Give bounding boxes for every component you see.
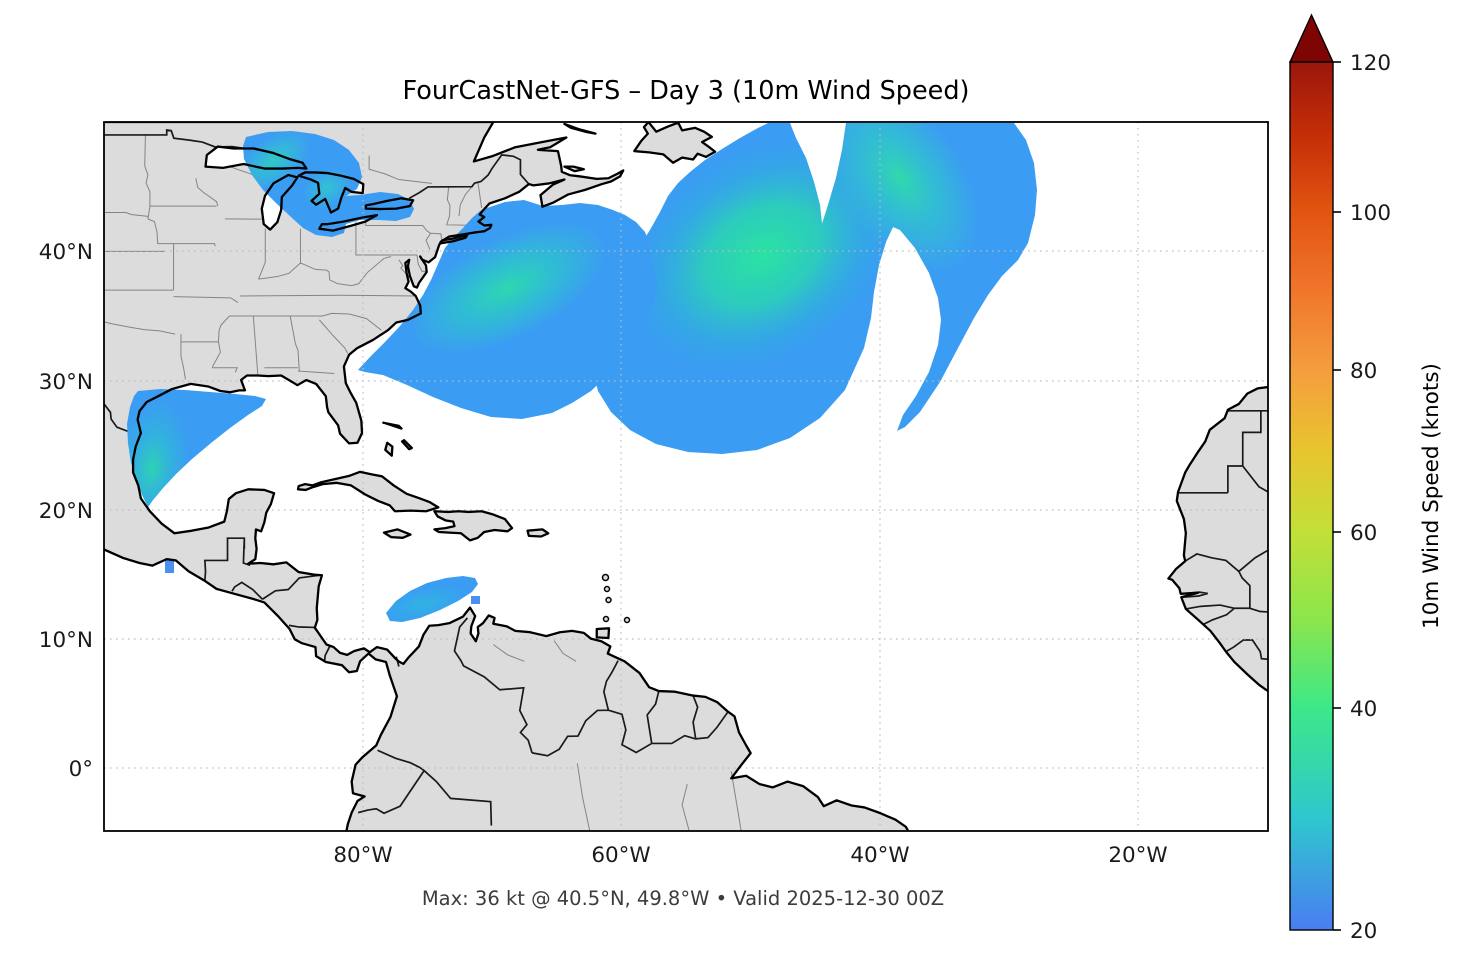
colorbar-tick-labels: 120 100 80 60 40 20 [1350,51,1391,944]
wind-speck-tehuantepec [165,559,174,573]
x-axis-labels: 80°W 60°W 40°W 20°W [333,843,1167,868]
lat-tick-30n: 30°N [39,370,93,395]
coastline-layer [104,122,1277,837]
cbar-tick-60: 60 [1350,521,1377,546]
cbar-tick-80: 80 [1350,359,1377,384]
wind-blob-caribbean [386,576,480,622]
colorbar-axis-label: 10m Wind Speed (knots) [1419,363,1444,629]
cbar-tick-20: 20 [1350,919,1377,944]
cbar-tick-40: 40 [1350,697,1377,722]
lon-tick-40w: 40°W [850,843,909,868]
wind-blob-gulf-of-mexico [127,389,266,507]
cbar-tick-100: 100 [1350,201,1391,226]
lon-tick-20w: 20°W [1108,843,1167,868]
colorbar-tick-marks [1333,61,1341,931]
lat-tick-10n: 10°N [39,628,93,653]
lon-tick-60w: 60°W [591,843,650,868]
land-trinidad [596,628,610,639]
land-cuba [297,471,439,512]
land-americas [104,122,909,831]
max-annotation-caption: Max: 36 kt @ 40.5°N, 49.8°W • Valid 2025… [422,887,944,910]
land-bahamas [383,422,412,456]
lat-tick-40n: 40°N [39,240,93,265]
country-borders [104,130,1277,826]
wind-speck-caribbean [471,596,480,604]
gridlines [104,122,1268,831]
lat-tick-20n: 20°N [39,499,93,524]
map-frame [103,121,1269,832]
colorbar-gradient-bar [1289,61,1334,931]
lon-tick-80w: 80°W [333,843,392,868]
lat-tick-0: 0° [69,757,93,782]
wind-blob-gulf-stream [358,200,657,419]
cbar-tick-120: 120 [1350,51,1391,76]
land-hispaniola [434,511,513,541]
wind-blob-central-atlantic [592,123,1037,454]
chart-title: FourCastNet-GFS – Day 3 (10m Wind Speed) [403,76,970,106]
colorbar-extend-arrow [1288,13,1335,63]
colorbar: 120 100 80 60 40 20 10m Wind Speed (knot… [1288,13,1444,944]
y-axis-labels: 40°N 30°N 20°N 10°N 0° [39,240,93,782]
lesser-antilles-islands [601,573,631,624]
map-area [104,122,1277,837]
